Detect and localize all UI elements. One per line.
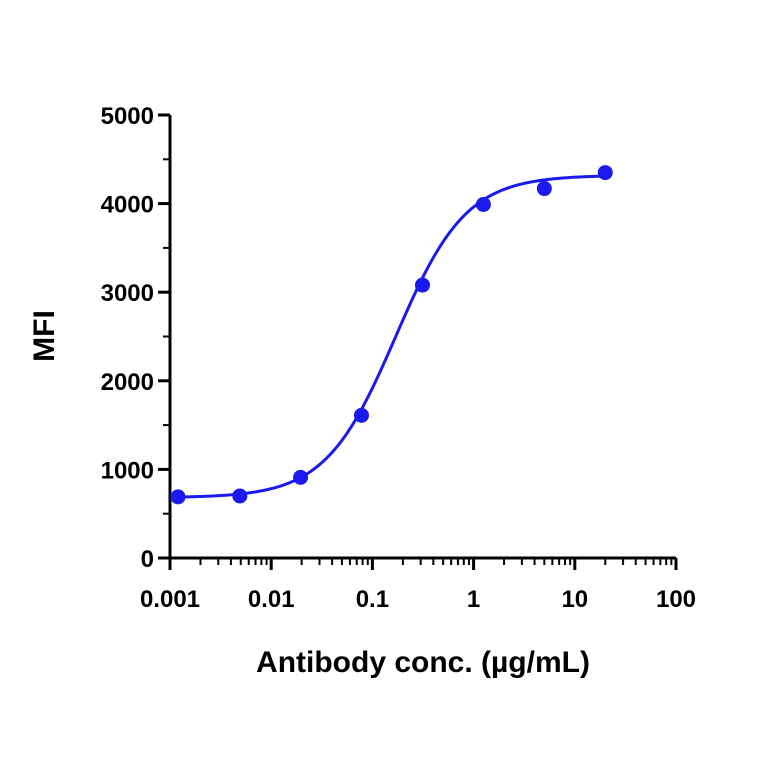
y-axis: 0 1000 2000 3000 4000 5000: [101, 103, 172, 573]
y-tick-label: 0: [141, 546, 154, 573]
x-tick-label: 0.1: [356, 586, 389, 613]
data-point: [232, 488, 248, 504]
y-tick-label: 1000: [101, 457, 154, 484]
x-tick-label: 0.001: [140, 586, 200, 613]
x-tick-label: 10: [561, 586, 588, 613]
fit-curve: [177, 174, 606, 499]
x-tick-label: 0.01: [248, 586, 295, 613]
x-axis: 0.001 0.01 0.1 1 10 100: [140, 556, 696, 613]
data-point: [170, 489, 186, 505]
data-points-layer: [170, 165, 613, 505]
y-tick-label: 2000: [101, 369, 154, 396]
y-tick-label: 5000: [101, 103, 154, 130]
data-point: [597, 165, 613, 181]
x-axis-title: Antibody conc. (µg/mL): [256, 646, 590, 679]
y-axis-title: MFI: [28, 310, 61, 362]
data-point: [475, 196, 491, 212]
data-point: [293, 469, 309, 485]
data-point: [414, 277, 430, 293]
x-tick-label: 100: [656, 586, 696, 613]
x-tick-label: 1: [467, 586, 480, 613]
y-tick-label: 3000: [101, 280, 154, 307]
fit-curve-layer: [177, 174, 606, 499]
data-point: [353, 407, 369, 423]
y-tick-label: 4000: [101, 192, 154, 219]
data-point: [536, 181, 552, 197]
